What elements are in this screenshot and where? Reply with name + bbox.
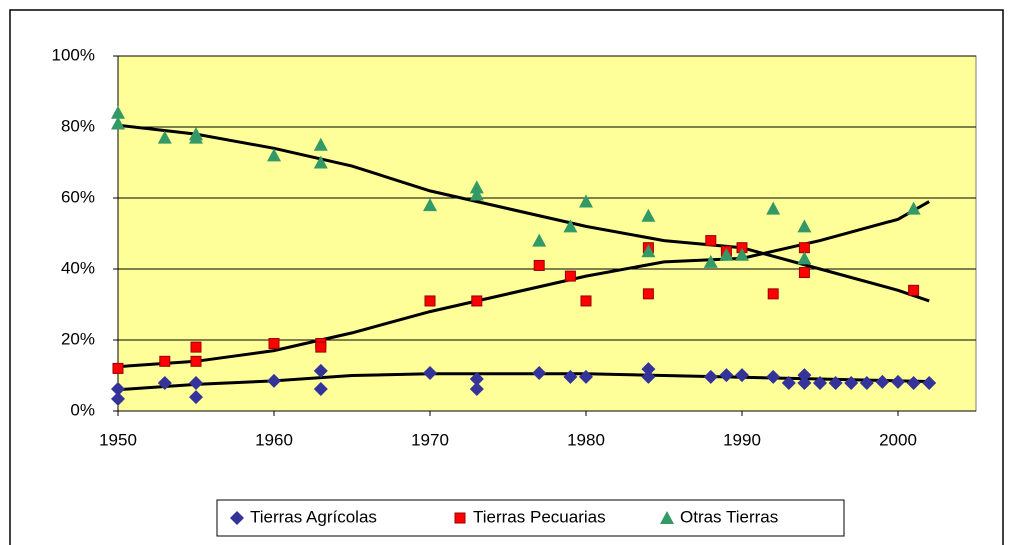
point bbox=[112, 362, 124, 374]
point bbox=[642, 288, 654, 300]
point bbox=[844, 375, 859, 390]
point bbox=[922, 375, 937, 390]
point bbox=[813, 375, 827, 390]
point bbox=[471, 295, 483, 307]
point bbox=[703, 369, 718, 384]
point bbox=[767, 288, 779, 300]
point bbox=[157, 375, 172, 390]
point bbox=[719, 368, 734, 383]
x-tick-label: 1990 bbox=[723, 430, 761, 449]
trend-line bbox=[117, 123, 930, 303]
point bbox=[189, 375, 203, 390]
point bbox=[798, 267, 810, 279]
point bbox=[641, 208, 656, 222]
point bbox=[469, 372, 484, 387]
legend-label: Tierras Agrícolas bbox=[250, 507, 377, 526]
point bbox=[719, 247, 734, 261]
point bbox=[705, 235, 717, 247]
point bbox=[797, 251, 812, 265]
point bbox=[111, 116, 125, 130]
point bbox=[469, 187, 484, 201]
x-tick-label: 1950 bbox=[99, 430, 137, 449]
point bbox=[423, 198, 437, 212]
point bbox=[313, 363, 328, 378]
y-tick-label: 0% bbox=[70, 400, 95, 419]
legend-marker bbox=[660, 511, 674, 524]
point bbox=[268, 338, 280, 350]
point bbox=[891, 374, 905, 389]
point bbox=[859, 375, 874, 390]
point bbox=[641, 369, 656, 384]
point bbox=[469, 180, 484, 194]
point bbox=[532, 366, 547, 381]
point bbox=[190, 355, 202, 367]
point bbox=[469, 381, 484, 396]
y-tick-label: 100% bbox=[52, 45, 95, 64]
point bbox=[641, 244, 656, 258]
point bbox=[424, 295, 436, 307]
x-tick-label: 2000 bbox=[879, 430, 917, 449]
y-tick-label: 40% bbox=[61, 258, 95, 277]
legend-label: Otras Tierras bbox=[680, 507, 778, 526]
point bbox=[906, 375, 921, 390]
point bbox=[766, 201, 781, 215]
point bbox=[533, 259, 545, 271]
point bbox=[579, 194, 593, 208]
point bbox=[313, 155, 328, 169]
point bbox=[797, 219, 812, 233]
point bbox=[735, 368, 749, 383]
point bbox=[580, 295, 592, 307]
legend-label: Tierras Pecuarias bbox=[473, 507, 606, 526]
point bbox=[563, 369, 578, 384]
point bbox=[157, 130, 172, 144]
point bbox=[828, 375, 843, 390]
point bbox=[563, 219, 578, 233]
point bbox=[908, 284, 920, 296]
point bbox=[111, 391, 125, 406]
point bbox=[159, 355, 171, 367]
point bbox=[189, 130, 203, 144]
point bbox=[906, 201, 921, 215]
trend-line bbox=[117, 200, 930, 369]
point bbox=[579, 369, 593, 384]
point bbox=[797, 368, 812, 383]
y-tick-label: 80% bbox=[61, 116, 95, 135]
point bbox=[875, 374, 890, 389]
legend-marker bbox=[454, 512, 466, 524]
x-tick-label: 1970 bbox=[411, 430, 449, 449]
x-tick-label: 1960 bbox=[255, 430, 293, 449]
y-tick-label: 20% bbox=[61, 329, 95, 348]
legend-box bbox=[216, 499, 845, 537]
x-tick-label: 1980 bbox=[567, 430, 605, 449]
point bbox=[267, 148, 281, 162]
point bbox=[564, 270, 576, 282]
point bbox=[766, 369, 781, 384]
point bbox=[798, 242, 810, 254]
point bbox=[189, 390, 203, 405]
point bbox=[313, 137, 328, 151]
legend-marker bbox=[230, 511, 244, 525]
point bbox=[735, 247, 749, 261]
point bbox=[190, 341, 202, 353]
point bbox=[641, 362, 656, 377]
point bbox=[315, 341, 327, 353]
point bbox=[781, 375, 796, 390]
point bbox=[423, 366, 437, 381]
point bbox=[532, 233, 547, 247]
point bbox=[111, 105, 125, 119]
point bbox=[703, 254, 718, 268]
point bbox=[313, 381, 328, 396]
point bbox=[267, 373, 281, 388]
point bbox=[797, 375, 812, 390]
y-tick-label: 60% bbox=[61, 187, 95, 206]
point bbox=[111, 381, 125, 396]
